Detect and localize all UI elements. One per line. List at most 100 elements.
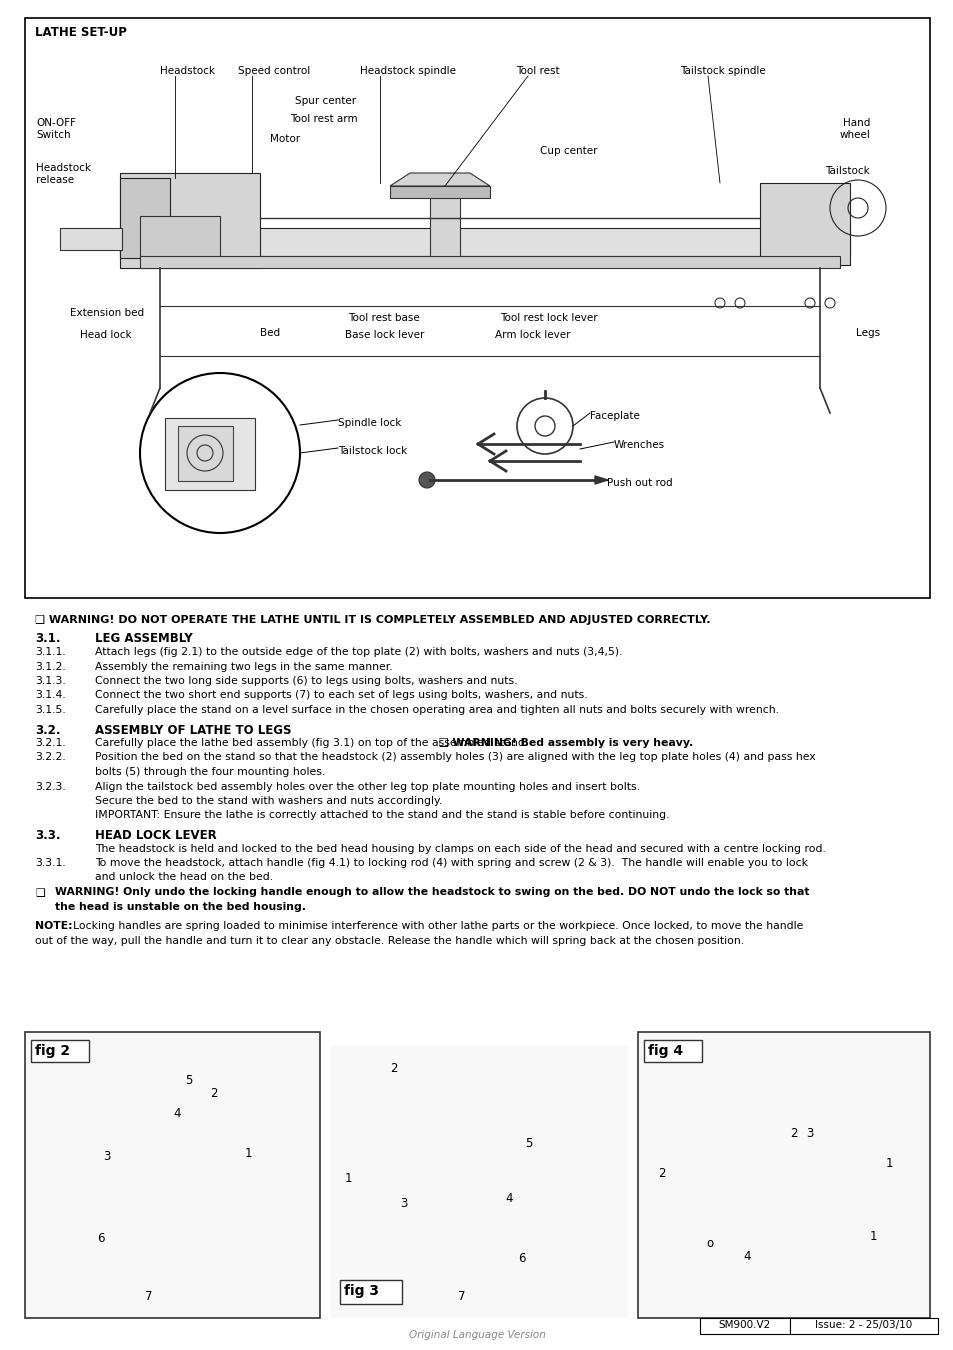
Bar	[25, 18, 929, 598]
Bar	[120, 173, 260, 269]
Bar	[330, 1046, 627, 1318]
Text: and unlock the head on the bed.: and unlock the head on the bed.	[95, 872, 273, 883]
Text: Spur center: Spur center	[294, 96, 355, 107]
Text: 3.2.2.: 3.2.2.	[35, 752, 66, 763]
Text: 6: 6	[97, 1233, 105, 1245]
Text: 3: 3	[399, 1197, 407, 1210]
Text: 3: 3	[805, 1127, 813, 1139]
Text: 4: 4	[742, 1250, 750, 1264]
Bar	[390, 186, 490, 198]
Text: IMPORTANT: Ensure the lathe is correctly attached to the stand and the stand is : IMPORTANT: Ensure the lathe is correctly…	[95, 810, 669, 821]
Text: 5: 5	[524, 1137, 532, 1150]
Text: Wrenches: Wrenches	[614, 440, 664, 450]
Text: Tailstock: Tailstock	[824, 166, 869, 176]
Text: Base lock lever: Base lock lever	[345, 329, 424, 340]
Text: ❑: ❑	[35, 887, 45, 896]
Text: 3.1.2.: 3.1.2.	[35, 662, 66, 671]
Bar	[638, 1031, 929, 1318]
Text: Motor: Motor	[270, 134, 300, 144]
Text: o: o	[705, 1237, 713, 1250]
Text: Head lock: Head lock	[80, 329, 132, 340]
Text: 3.2.1.: 3.2.1.	[35, 738, 66, 748]
Bar	[165, 418, 254, 490]
Bar	[140, 216, 220, 261]
Text: 3.1.1.: 3.1.1.	[35, 647, 66, 657]
Text: LATHE SET-UP: LATHE SET-UP	[35, 26, 127, 39]
Text: Locking handles are spring loaded to minimise interference with other lathe part: Locking handles are spring loaded to min…	[73, 921, 802, 931]
Text: Tool rest arm: Tool rest arm	[290, 113, 357, 124]
Text: 1: 1	[885, 1157, 893, 1170]
Circle shape	[418, 472, 435, 487]
Bar	[178, 427, 233, 481]
Text: Headstock spindle: Headstock spindle	[359, 66, 456, 76]
Bar	[430, 193, 459, 258]
Text: Tool rest: Tool rest	[516, 66, 559, 76]
Text: Original Language Version: Original Language Version	[408, 1330, 545, 1341]
Text: 1: 1	[869, 1230, 877, 1243]
Text: Issue: 2 - 25/03/10: Issue: 2 - 25/03/10	[815, 1320, 912, 1330]
Bar	[120, 178, 170, 258]
Text: Tool rest base: Tool rest base	[348, 313, 419, 323]
Text: Hand
wheel: Hand wheel	[839, 117, 869, 139]
Text: Attach legs (fig 2.1) to the outside edge of the top plate (2) with bolts, washe: Attach legs (fig 2.1) to the outside edg…	[95, 647, 622, 657]
Text: 3.3.1.: 3.3.1.	[35, 859, 66, 868]
Text: Speed control: Speed control	[237, 66, 310, 76]
Text: Bed: Bed	[260, 328, 280, 338]
Text: 1: 1	[345, 1172, 352, 1185]
Text: Faceplate: Faceplate	[589, 410, 639, 421]
Text: 2: 2	[789, 1127, 797, 1139]
Text: 2: 2	[210, 1087, 217, 1100]
Text: Push out rod: Push out rod	[606, 478, 672, 487]
Text: Legs: Legs	[855, 328, 879, 338]
Text: out of the way, pull the handle and turn it to clear any obstacle. Release the h: out of the way, pull the handle and turn…	[35, 936, 743, 945]
Bar	[140, 256, 840, 269]
Text: ❑ WARNING! DO NOT OPERATE THE LATHE UNTIL IT IS COMPLETELY ASSEMBLED AND ADJUSTE: ❑ WARNING! DO NOT OPERATE THE LATHE UNTI…	[35, 616, 710, 625]
Text: Carefully place the stand on a level surface in the chosen operating area and ti: Carefully place the stand on a level sur…	[95, 705, 779, 716]
Text: SM900.V2: SM900.V2	[719, 1320, 770, 1330]
Polygon shape	[390, 173, 490, 186]
Text: WARNING! Only undo the locking handle enough to allow the headstock to swing on : WARNING! Only undo the locking handle en…	[55, 887, 809, 896]
Bar	[760, 184, 849, 265]
Text: 4: 4	[504, 1192, 512, 1206]
Text: bolts (5) through the four mounting holes.: bolts (5) through the four mounting hole…	[95, 767, 325, 778]
Bar	[120, 228, 849, 256]
Bar	[30, 1040, 89, 1062]
Bar	[339, 1280, 401, 1304]
Text: 7: 7	[457, 1291, 465, 1303]
Text: 4: 4	[172, 1107, 180, 1120]
Text: 3.1.3.: 3.1.3.	[35, 676, 66, 686]
Text: fig 4: fig 4	[647, 1044, 682, 1058]
Text: HEAD LOCK LEVER: HEAD LOCK LEVER	[95, 829, 216, 842]
Polygon shape	[595, 477, 607, 485]
Text: Tailstock spindle: Tailstock spindle	[679, 66, 765, 76]
Text: 3.1.4.: 3.1.4.	[35, 690, 66, 701]
Bar	[25, 1031, 319, 1318]
Text: Cup center: Cup center	[539, 146, 597, 157]
Text: fig 3: fig 3	[344, 1284, 378, 1297]
Text: Assembly the remaining two legs in the same manner.: Assembly the remaining two legs in the s…	[95, 662, 393, 671]
Text: the head is unstable on the bed housing.: the head is unstable on the bed housing.	[55, 902, 306, 911]
Text: Arm lock lever: Arm lock lever	[495, 329, 570, 340]
Text: 3.2.3.: 3.2.3.	[35, 782, 66, 791]
Text: 5: 5	[185, 1075, 193, 1087]
Text: LEG ASSEMBLY: LEG ASSEMBLY	[95, 633, 193, 645]
Text: To move the headstock, attach handle (fig 4.1) to locking rod (4) with spring an: To move the headstock, attach handle (fi…	[95, 859, 807, 868]
Text: 3.3.: 3.3.	[35, 829, 60, 842]
Text: The headstock is held and locked to the bed head housing by clamps on each side : The headstock is held and locked to the …	[95, 844, 825, 853]
Text: 3.1.5.: 3.1.5.	[35, 705, 66, 716]
Text: 1: 1	[245, 1148, 253, 1160]
Text: fig 2: fig 2	[35, 1044, 71, 1058]
Text: Headstock
release: Headstock release	[36, 163, 91, 185]
Text: Tailstock lock: Tailstock lock	[337, 446, 407, 456]
Bar	[643, 1040, 701, 1062]
Text: 3.1.: 3.1.	[35, 633, 60, 645]
Text: NOTE:: NOTE:	[35, 921, 72, 931]
Text: 7: 7	[145, 1291, 152, 1303]
Bar	[789, 1318, 937, 1334]
Text: Connect the two long side supports (6) to legs using bolts, washers and nuts.: Connect the two long side supports (6) t…	[95, 676, 517, 686]
Text: Extension bed: Extension bed	[70, 308, 144, 319]
Text: Connect the two short end supports (7) to each set of legs using bolts, washers,: Connect the two short end supports (7) t…	[95, 690, 587, 701]
Text: Secure the bed to the stand with washers and nuts accordingly.: Secure the bed to the stand with washers…	[95, 796, 442, 806]
Text: Spindle lock: Spindle lock	[337, 418, 401, 428]
Text: ON-OFF
Switch: ON-OFF Switch	[36, 117, 76, 139]
